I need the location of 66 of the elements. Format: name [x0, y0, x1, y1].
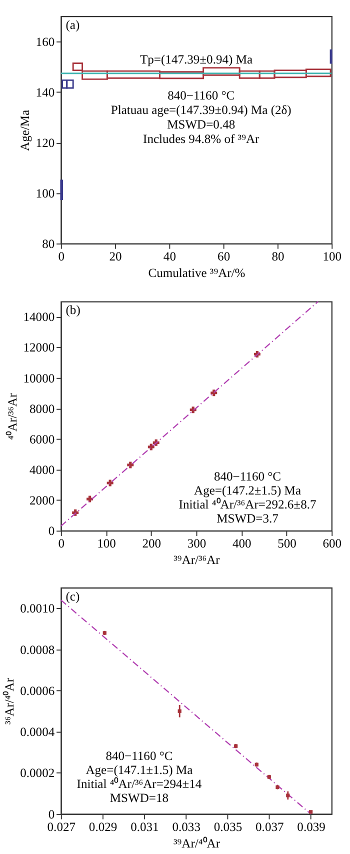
chart-title: (b)	[66, 303, 80, 318]
y-tick-label: 4000	[30, 462, 55, 477]
annotation: 840−1160 °C	[168, 88, 235, 102]
x-tick-label: 0.035	[214, 820, 242, 834]
x-tick-label: 40	[163, 249, 176, 264]
annotation: Initial ⁴⁰Ar/³⁶Ar=294±14	[76, 776, 202, 791]
y-tick-label: 80	[42, 236, 55, 251]
y-tick-label: 8000	[30, 402, 55, 416]
x-tick-label: 0.037	[256, 820, 284, 834]
x-tick-label: 0.027	[47, 820, 76, 834]
ref-line-label: Tp=(147.39±0.94) Ma	[140, 52, 253, 67]
x-axis-title: ³⁹Ar/³⁶Ar	[174, 553, 221, 568]
x-tick-label: 600	[322, 536, 342, 551]
y-tick-label: 140	[36, 85, 55, 100]
annotation: MSWD=3.7	[216, 511, 278, 526]
annotation: Includes 94.8% of ³⁹Ar	[143, 132, 260, 146]
point	[210, 390, 218, 396]
point	[127, 462, 134, 468]
y-axis-title: Age/Ma	[18, 109, 32, 151]
y-tick-label: 14000	[23, 310, 55, 324]
y-tick-label: 10000	[23, 371, 55, 386]
y-tick-label: 0.0002	[20, 766, 55, 780]
annotation: MSWD=0.48	[167, 117, 236, 132]
y-tick-label: 0.0006	[20, 684, 55, 698]
x-tick-label: 0.029	[88, 820, 118, 834]
x-tick-label: 0	[58, 249, 65, 264]
y-tick-label: 0.0010	[20, 602, 55, 616]
x-tick-label: 0	[58, 536, 65, 551]
annotation: 840−1160 °C	[214, 469, 282, 484]
x-tick-label: 20	[109, 249, 122, 264]
y-tick-label: 0	[48, 807, 55, 822]
y-tick-label: 12000	[23, 340, 55, 355]
x-tick-label: 0.039	[297, 820, 326, 834]
y-axis-title: ³⁶Ar/⁴⁰Ar	[2, 677, 16, 725]
x-tick-label: 500	[278, 536, 296, 551]
y-tick-label: 160	[36, 34, 55, 49]
annotation: Age=(147.1±1.5) Ma	[86, 762, 194, 777]
annotation: MSWD=18	[110, 790, 169, 805]
y-tick-label: 2000	[30, 493, 55, 508]
y-tick-label: 0.0004	[20, 725, 56, 740]
y-tick-label: 0	[48, 524, 55, 538]
point	[308, 810, 313, 814]
annotation: Platuau age=(147.39±0.94) Ma (2δ)	[110, 102, 292, 117]
x-tick-label: 100	[322, 249, 342, 264]
chart-title: (c)	[66, 589, 80, 604]
annotation: 840−1160 °C	[106, 748, 173, 763]
x-axis-title: Cumulative ³⁹Ar/%	[148, 266, 246, 280]
x-tick-label: 200	[142, 536, 162, 551]
x-tick-label: 300	[187, 536, 206, 551]
x-tick-label: 0.031	[130, 820, 159, 834]
annotation: Age=(147.2±1.5) Ma	[194, 483, 302, 498]
x-tick-label: 60	[218, 249, 230, 264]
y-tick-label: 120	[36, 136, 55, 150]
y-tick-label: 0.0008	[20, 642, 55, 657]
annotation: Initial ⁴⁰Ar/³⁶Ar=292.6±8.7	[178, 497, 316, 512]
y-tick-label: 100	[36, 186, 55, 200]
x-tick-label: 100	[97, 536, 116, 551]
x-tick-label: 80	[272, 249, 284, 264]
point	[106, 480, 114, 486]
x-tick-label: 0.033	[172, 820, 200, 834]
point	[148, 444, 154, 450]
y-axis-title: ⁴⁰Ar/³⁶Ar	[5, 392, 20, 440]
x-tick-label: 400	[232, 536, 252, 551]
chart-title: (a)	[66, 18, 80, 32]
y-tick-label: 6000	[30, 432, 55, 446]
x-axis-title: ³⁹Ar/⁴⁰Ar	[174, 836, 221, 850]
